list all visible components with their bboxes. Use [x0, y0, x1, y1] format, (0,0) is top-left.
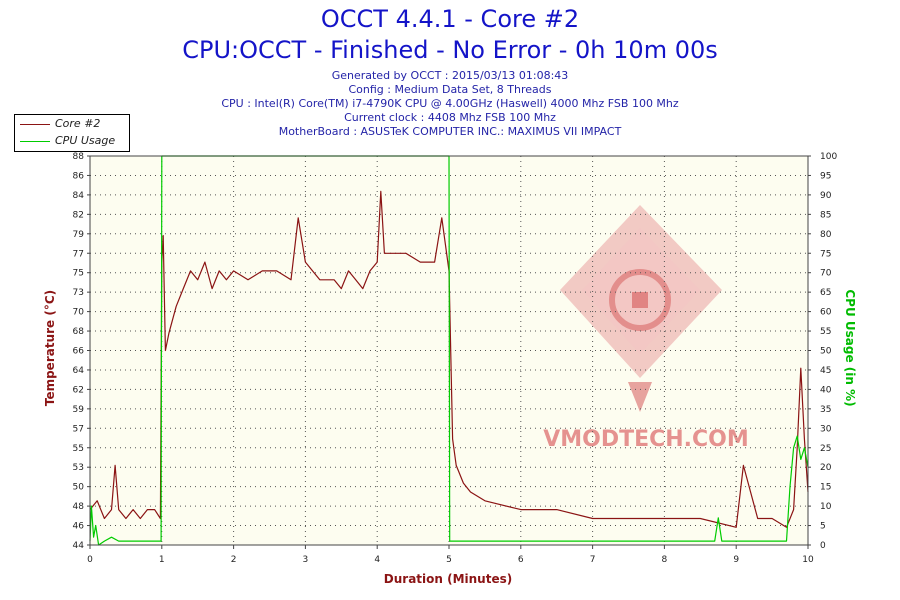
y2-tick-label: 30 [820, 424, 832, 434]
y2-tick-label: 20 [820, 463, 832, 473]
y2-tick-label: 65 [820, 288, 831, 298]
y2-tick-label: 75 [820, 249, 831, 259]
x-tick-label: 9 [733, 555, 739, 565]
y-tick-label: 53 [73, 463, 84, 473]
y2-tick-label: 85 [820, 210, 831, 220]
y2-tick-label: 60 [820, 308, 832, 318]
x-tick-label: 0 [87, 555, 93, 565]
info-cpu: CPU : Intel(R) Core(TM) i7-4790K CPU @ 4… [221, 97, 679, 110]
x-tick-label: 4 [374, 555, 380, 565]
y2-tick-label: 45 [820, 366, 831, 376]
series-line-cpu-usage [89, 155, 809, 546]
y-tick-label: 48 [73, 502, 85, 512]
y2-tick-label: 55 [820, 327, 831, 337]
y-tick-label: 62 [73, 385, 84, 395]
x-tick-label: 6 [518, 555, 524, 565]
legend: Core #2 CPU Usage [14, 114, 130, 152]
info-generated: Generated by OCCT : 2015/03/13 01:08:43 [331, 69, 569, 82]
legend-label-cpu-usage: CPU Usage [55, 134, 116, 147]
y-tick-label: 46 [73, 522, 85, 532]
y-tick-label: 86 [73, 171, 85, 181]
y2-tick-label: 70 [820, 269, 832, 279]
series-layer [89, 155, 809, 546]
y2-tick-label: 5 [820, 522, 826, 532]
y2-axis-label: CPU Usage (in %) [843, 289, 857, 406]
y-tick-label: 50 [73, 483, 85, 493]
x-tick-label: 10 [802, 555, 814, 565]
y-tick-label: 57 [73, 424, 84, 434]
info-clock: Current clock : 4408 Mhz FSB 100 Mhz [344, 111, 556, 124]
y-tick-label: 88 [73, 152, 85, 162]
y-tick-label: 79 [73, 230, 85, 240]
x-tick-label: 5 [446, 555, 452, 565]
y-tick-label: 75 [73, 269, 84, 279]
legend-item-cpu-usage: CPU Usage [15, 133, 129, 150]
y2-tick-label: 15 [820, 483, 831, 493]
y-axis-label: Temperature (°C) [43, 290, 57, 406]
legend-swatch-cpu-usage [20, 141, 50, 142]
y-tick-label: 70 [73, 308, 85, 318]
y2-tick-label: 0 [820, 541, 826, 551]
y-tick-label: 64 [73, 366, 85, 376]
y2-tick-label: 10 [820, 502, 832, 512]
axis-ticks: 4446485053555759626466687073757779828486… [73, 152, 838, 565]
y-tick-label: 68 [73, 327, 85, 337]
x-tick-label: 3 [303, 555, 309, 565]
info-config: Config : Medium Data Set, 8 Threads [348, 83, 552, 96]
legend-label-core2: Core #2 [55, 117, 101, 130]
y-tick-label: 44 [73, 541, 85, 551]
y2-tick-label: 90 [820, 191, 832, 201]
y2-tick-label: 80 [820, 230, 832, 240]
y2-tick-label: 100 [820, 152, 837, 162]
y-tick-label: 84 [73, 191, 85, 201]
legend-swatch-core2 [20, 124, 50, 125]
legend-item-core2: Core #2 [15, 116, 129, 133]
y2-tick-label: 25 [820, 444, 831, 454]
x-axis-label: Duration (Minutes) [384, 572, 512, 586]
y2-tick-label: 95 [820, 171, 831, 181]
x-tick-label: 7 [590, 555, 596, 565]
y2-tick-label: 50 [820, 347, 832, 357]
y-tick-label: 66 [73, 347, 85, 357]
info-motherboard: MotherBoard : ASUSTeK COMPUTER INC.: MAX… [278, 125, 622, 138]
y-tick-label: 55 [73, 444, 84, 454]
y2-tick-label: 40 [820, 385, 832, 395]
y-tick-label: 82 [73, 210, 84, 220]
x-tick-label: 8 [662, 555, 668, 565]
chart-subtitle: CPU:OCCT - Finished - No Error - 0h 10m … [182, 36, 718, 64]
y-tick-label: 73 [73, 288, 84, 298]
y-tick-label: 77 [73, 249, 84, 259]
y-tick-label: 59 [73, 405, 85, 415]
vmodtech-logo-watermark: VMODTECH.COM [543, 205, 749, 452]
x-tick-label: 1 [159, 555, 165, 565]
x-tick-label: 2 [231, 555, 237, 565]
y2-tick-label: 35 [820, 405, 831, 415]
chart-title: OCCT 4.4.1 - Core #2 [320, 5, 580, 33]
